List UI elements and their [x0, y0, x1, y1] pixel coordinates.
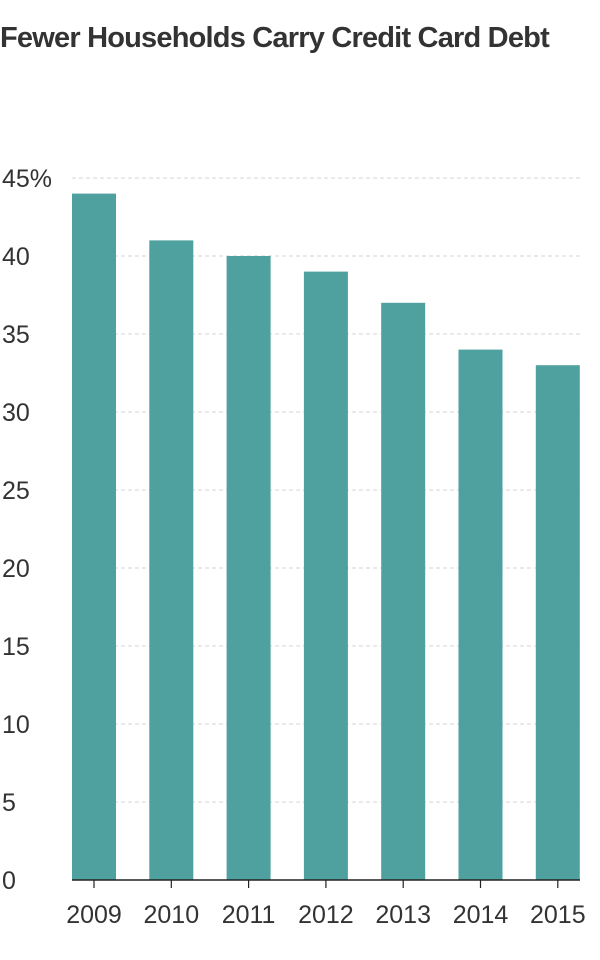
y-axis-tick-labels: 0 5 10 15 20 25 30 35 40 45% — [2, 165, 52, 895]
x-tick-label: 2013 — [375, 901, 431, 929]
bar-2009 — [72, 193, 116, 881]
y-tick-label: 30 — [2, 399, 30, 427]
y-tick-label: 15 — [2, 633, 30, 661]
y-tick-label: 20 — [2, 555, 30, 583]
y-tick-label: 40 — [2, 243, 30, 271]
x-tick-label: 2015 — [530, 901, 586, 929]
x-tick-label: 2010 — [143, 901, 199, 929]
y-tick-label: 25 — [2, 477, 30, 505]
bar-2011 — [226, 256, 271, 880]
y-tick-label: 0 — [2, 867, 16, 895]
bars — [72, 193, 580, 881]
y-tick-label: 35 — [2, 321, 30, 349]
y-tick-label: 45% — [2, 165, 52, 193]
x-tick-label: 2014 — [453, 901, 509, 929]
bar-2010 — [149, 240, 194, 880]
bar-2012 — [303, 271, 348, 881]
bar-2014 — [458, 349, 503, 881]
x-tick-label: 2012 — [298, 901, 354, 929]
chart-title: Fewer Households Carry Credit Card Debt — [0, 22, 550, 54]
y-tick-label: 10 — [2, 711, 30, 739]
bar-2015 — [535, 365, 580, 880]
x-axis-tick-labels: 2009 2010 2011 2012 2013 2014 2015 — [66, 901, 585, 929]
bar-2013 — [381, 302, 426, 880]
x-axis — [72, 879, 580, 888]
x-tick-label: 2011 — [222, 901, 276, 929]
x-tick-label: 2009 — [66, 901, 122, 929]
y-tick-label: 5 — [2, 789, 16, 817]
